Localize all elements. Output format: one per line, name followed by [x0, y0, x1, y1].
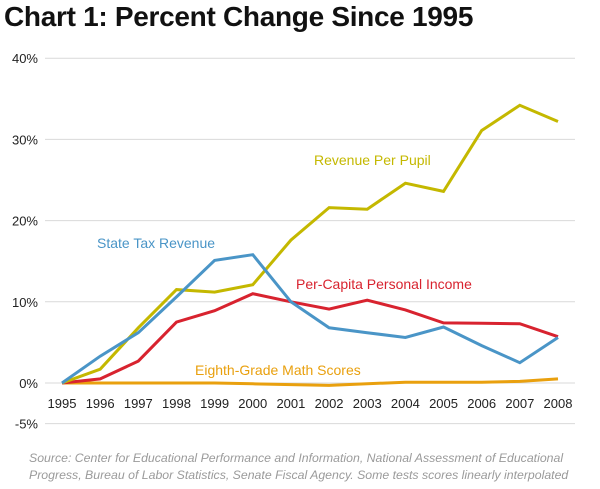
- x-tick-label: 1995: [48, 396, 77, 411]
- series-line-revenue-per-pupil: [61, 103, 559, 385]
- chart-title: Chart 1: Percent Change Since 1995: [4, 1, 474, 32]
- y-tick-label: 10%: [12, 295, 38, 310]
- series-label: State Tax Revenue: [97, 235, 215, 251]
- y-tick-label: -5%: [15, 417, 39, 432]
- y-axis-ticks: -5% 0% 10% 20% 30% 40%: [12, 51, 38, 431]
- y-tick-label: 20%: [12, 214, 38, 229]
- series-labels: Revenue Per Pupil State Tax Revenue Per-Ca…: [97, 152, 472, 378]
- x-tick-label: 1998: [162, 396, 191, 411]
- x-tick-label: 2000: [238, 396, 267, 411]
- x-tick-label: 2004: [391, 396, 420, 411]
- x-axis-ticks: 1995 1996 1997 1998 1999 2000 2001 2002 2003 2004…: [48, 396, 573, 411]
- series-line-per-capita-personal-income: [61, 292, 559, 385]
- x-tick-label: 2005: [429, 396, 458, 411]
- x-tick-label: 1997: [124, 396, 153, 411]
- x-tick-label: 1999: [200, 396, 229, 411]
- series-lines: [61, 103, 559, 387]
- x-tick-label: 2006: [467, 396, 496, 411]
- x-tick-label: 2001: [276, 396, 305, 411]
- x-tick-label: 1996: [86, 396, 115, 411]
- series-label: Per-Capita Personal Income: [296, 276, 472, 292]
- y-tick-label: 30%: [12, 132, 38, 147]
- series-label: Eighth-Grade Math Scores: [195, 362, 361, 378]
- x-tick-label: 2008: [544, 396, 573, 411]
- series-line-state-tax-revenue: [61, 253, 559, 385]
- x-tick-label: 2007: [505, 396, 534, 411]
- y-tick-label: 0%: [19, 376, 38, 391]
- series-label: Revenue Per Pupil: [314, 152, 431, 168]
- line-chart: -5% 0% 10% 20% 30% 40% 1995 1996 1997 1998 1999 20…: [12, 51, 575, 432]
- x-tick-label: 2003: [353, 396, 382, 411]
- source-note: Source: Center for Educational Performan…: [29, 451, 569, 482]
- x-tick-label: 2002: [315, 396, 344, 411]
- y-tick-label: 40%: [12, 51, 38, 66]
- series-line-eighth-grade-math-scores: [62, 377, 559, 387]
